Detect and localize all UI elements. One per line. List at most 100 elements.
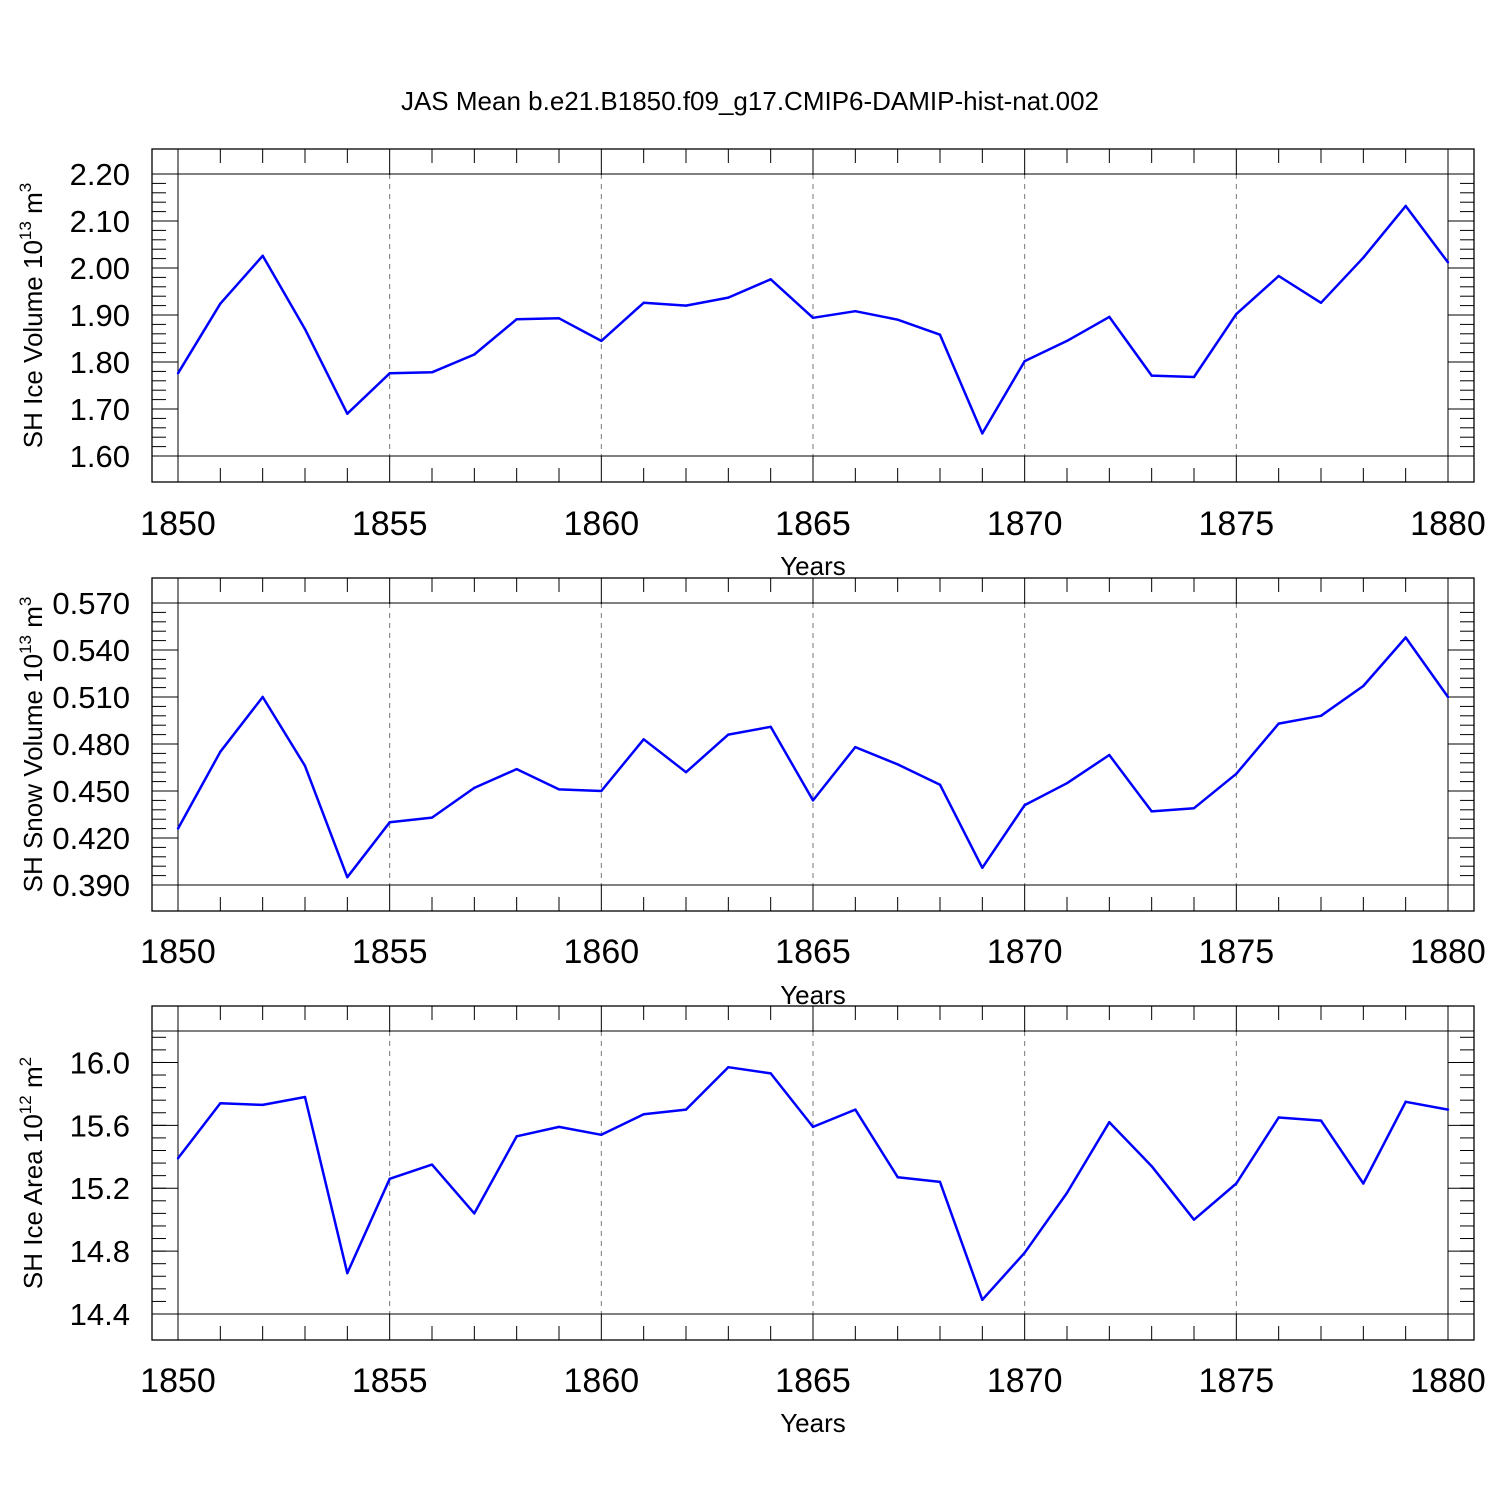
data-point (515, 767, 518, 771)
data-point (1404, 636, 1407, 639)
data-point (1362, 1182, 1365, 1185)
x-tick-label: 1850 (140, 1362, 216, 1400)
data-point (303, 327, 307, 331)
data-point (1023, 803, 1026, 807)
y-axis-label-ylabel-main: SH Ice Area 10 (18, 1114, 48, 1289)
x-tick-label: 1860 (564, 505, 640, 543)
data-point (854, 1108, 857, 1111)
data-point (1362, 684, 1365, 688)
data-point (219, 1102, 222, 1105)
data-point (1446, 695, 1450, 699)
y-tick-label: 1.60 (70, 439, 130, 474)
data-point (684, 771, 688, 774)
data-point (1319, 714, 1323, 717)
y-axis-label: SH Ice Area 1012 m2 (16, 1057, 48, 1289)
data-point (642, 738, 645, 741)
data-point (1150, 1165, 1153, 1168)
x-tick-label: 1850 (140, 505, 216, 543)
y-tick-label: 1.70 (70, 392, 130, 427)
data-point (1277, 722, 1280, 725)
x-tick-label: 1865 (775, 933, 851, 971)
data-point (1065, 1191, 1069, 1195)
x-tick-label: 1865 (775, 505, 851, 543)
data-point (303, 1095, 307, 1099)
data-point (1404, 1100, 1407, 1103)
y-tick-label: 1.80 (70, 345, 130, 380)
y-axis-label-ylabel-main: SH Snow Volume 10 (18, 654, 48, 892)
y-tick-label: 14.8 (70, 1234, 130, 1269)
data-point (430, 371, 434, 374)
x-tick-label: 1880 (1410, 505, 1486, 543)
y-axis-label-ylabel-unit: m (18, 192, 48, 221)
data-point (1319, 301, 1323, 304)
data-point (303, 764, 307, 768)
chart-panel-2: 1850 1855 1860 1865 1870 1875 1880 Years 0.390 0.… (16, 577, 1486, 1010)
x-tick-label: 1860 (564, 1362, 640, 1400)
data-point (938, 783, 942, 786)
data-point (557, 1125, 561, 1129)
data-point (388, 372, 391, 375)
data-point (430, 1163, 434, 1166)
data-point (769, 725, 772, 728)
data-point (1235, 772, 1238, 775)
data-point (515, 1135, 518, 1138)
data-point (727, 1065, 730, 1069)
y-tick-label: 0.420 (52, 821, 130, 856)
y-tick-label: 15.6 (70, 1108, 130, 1143)
data-point (1108, 753, 1111, 757)
y-axis-label-ylabel-exp: 12 (16, 1095, 35, 1114)
data-point (896, 763, 899, 766)
data-point (727, 733, 730, 736)
y-tick-label: 0.480 (52, 727, 130, 762)
y-tick-label: 2.20 (70, 157, 130, 192)
data-point (1446, 1108, 1450, 1111)
chart-panels: 1850 1855 1860 1865 1870 1875 1880 Years 1.60 1.7… (16, 148, 1486, 1438)
data-point (1192, 375, 1196, 379)
y-axis-label-ylabel-unit-exp: 3 (16, 183, 35, 192)
data-point (1277, 274, 1280, 278)
data-point (684, 1108, 688, 1111)
x-tick-label: 1875 (1199, 933, 1275, 971)
data-point (1235, 1182, 1238, 1185)
x-axis-label: Years (780, 551, 846, 581)
data-point (176, 1157, 180, 1160)
data-point (1192, 807, 1196, 810)
data-series-line (176, 204, 1449, 435)
data-point (473, 786, 476, 790)
y-tick-label: 0.540 (52, 633, 130, 668)
data-point (176, 372, 180, 375)
data-point (388, 1177, 391, 1180)
data-point (1150, 374, 1153, 377)
data-point (1065, 781, 1069, 785)
x-tick-label: 1870 (987, 505, 1063, 543)
x-tick-label: 1855 (352, 1362, 428, 1400)
x-tick-label: 1880 (1410, 1362, 1486, 1400)
data-point (1108, 315, 1111, 319)
data-point (473, 353, 476, 356)
data-point (261, 254, 264, 257)
data-point (1065, 339, 1069, 343)
y-axis-label-ylabel-unit: m (18, 1066, 48, 1095)
data-point (981, 866, 984, 869)
data-point (557, 317, 561, 320)
y-tick-label: 0.510 (52, 680, 130, 715)
data-point (176, 827, 180, 830)
data-point (684, 304, 688, 307)
data-point (600, 1133, 603, 1136)
chart-panel-1: 1850 1855 1860 1865 1870 1875 1880 Years 1.60 1.7… (16, 148, 1486, 581)
data-point (854, 745, 857, 749)
data-point (557, 788, 561, 791)
x-tick-label: 1875 (1199, 505, 1275, 543)
x-tick-label: 1880 (1410, 933, 1486, 971)
y-tick-label: 1.90 (70, 298, 130, 333)
data-point (938, 333, 942, 336)
data-point (388, 821, 391, 824)
y-axis-label-ylabel-unit-exp: 3 (16, 597, 35, 606)
y-axis-label-ylabel-unit: m (18, 606, 48, 635)
data-point (896, 1176, 899, 1179)
data-point (1446, 261, 1450, 264)
data-point (981, 432, 984, 435)
data-point (981, 1298, 984, 1302)
data-point (600, 789, 603, 793)
